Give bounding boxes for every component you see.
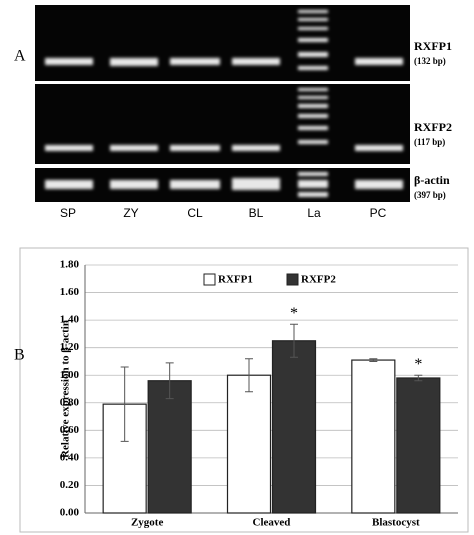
lane-label: BL [249,206,264,220]
legend-swatch [286,273,299,286]
chart-frame [19,247,469,533]
significance-marker: * [414,356,422,373]
error-bar [290,323,298,358]
y-tick-label: 1.40 [60,314,80,326]
x-tick-label: Cleaved [253,517,291,529]
gel [35,5,410,202]
legend-label: RXFP1 [218,274,253,286]
error-bar [414,374,423,382]
bar [147,380,192,514]
legend-swatch [203,273,216,286]
legend-label: RXFP2 [301,274,336,286]
y-tick-label: 1.80 [60,259,80,271]
y-tick-label: 1.60 [60,286,80,298]
bar [271,340,317,514]
y-tick-label: 1.20 [60,341,80,353]
y-tick-label: 0.00 [60,507,80,519]
x-tick-label: Zygote [131,517,164,529]
band-size: (117 bp) [414,137,445,147]
lane-label: CL [187,206,203,220]
bar [226,374,272,514]
lane-label: PC [370,206,387,220]
gene-label: RXFP1 [414,39,452,53]
error-bar [245,358,253,393]
y-tick-label: 0.20 [60,479,80,491]
y-axis-label: Relative expression to β-actin [60,320,72,458]
error-bar [120,366,129,442]
y-tick-label: 0.40 [60,451,80,463]
error-bar [369,358,378,362]
error-bar [165,362,174,400]
bar [351,359,396,514]
panel-label: A [14,48,26,65]
gene-label: β-actin [414,173,450,187]
y-tick-label: 0.80 [60,396,80,408]
lane-label: La [307,206,321,220]
lane-label: SP [60,206,76,220]
gene-label: RXFP2 [414,120,452,134]
y-tick-label: 0.60 [60,424,80,436]
band-size: (132 bp) [414,56,446,66]
significance-marker: * [290,305,298,322]
band-size: (397 bp) [414,190,446,200]
panel-label: B [14,347,25,364]
x-tick-label: Blastocyst [372,517,420,529]
bar [396,377,441,514]
lane-label: ZY [123,206,138,220]
y-tick-label: 1.00 [60,369,80,381]
